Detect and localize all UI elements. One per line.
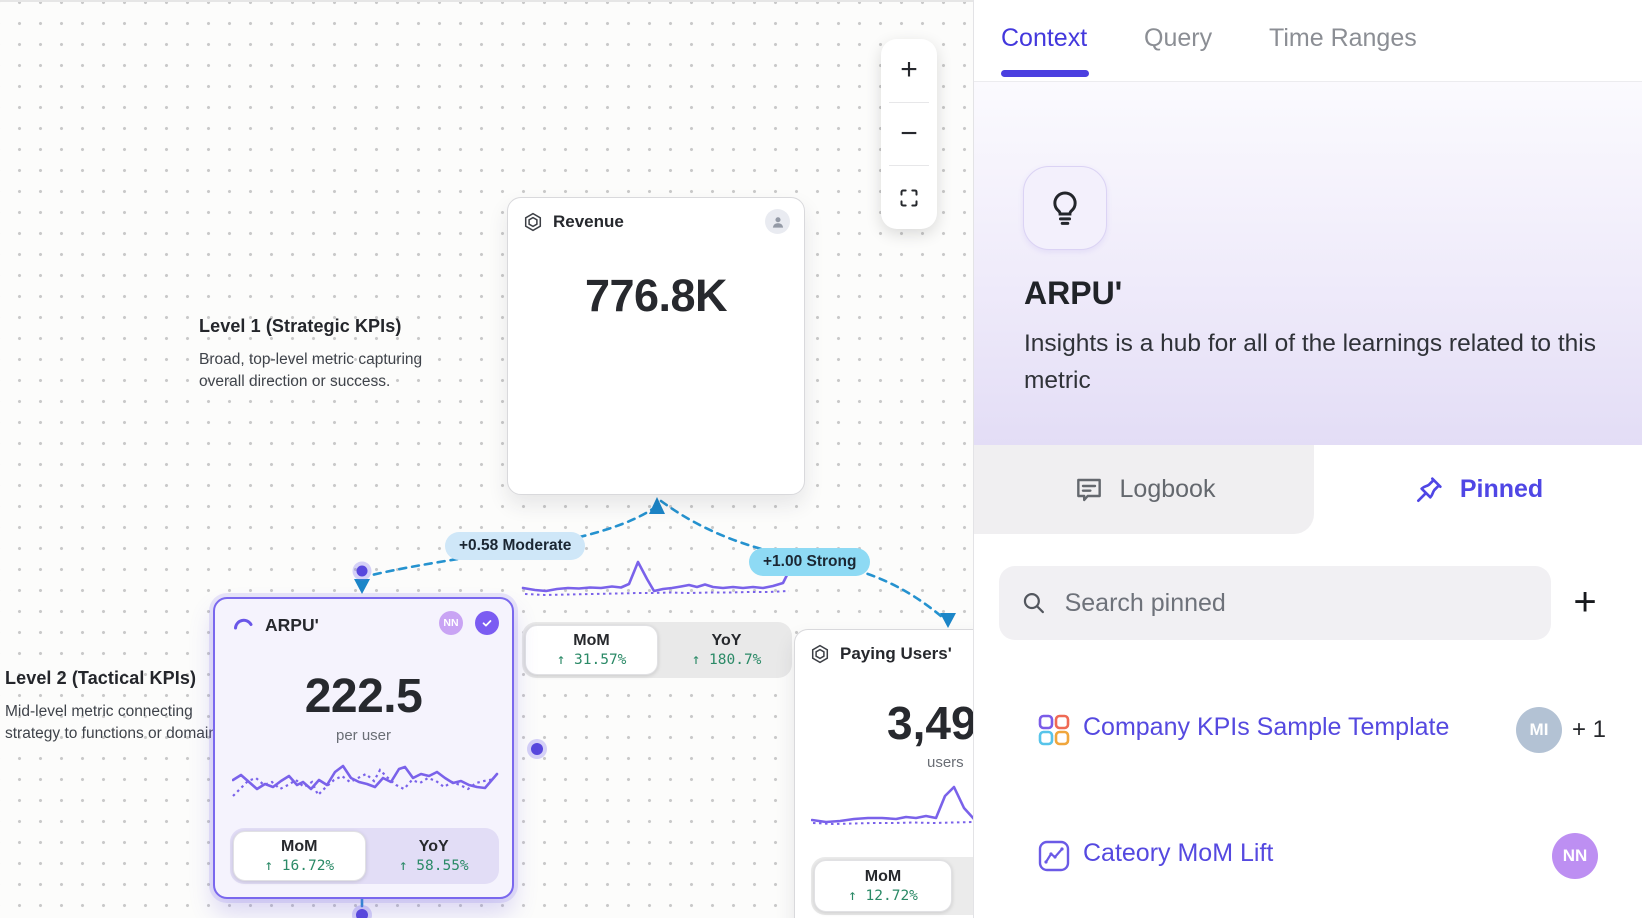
panel-tab-bar: Context Query Time Ranges: [974, 0, 1642, 82]
template-squares-icon: [1037, 713, 1071, 752]
arpu-card-badges: NN: [439, 611, 499, 635]
metric-tree-canvas[interactable]: Level 1 (Strategic KPIs) Broad, top-leve…: [0, 0, 973, 918]
level-1-annotation: Level 1 (Strategic KPIs) Broad, top-leve…: [199, 316, 449, 393]
arpu-value: 222.5: [304, 670, 423, 723]
level-2-annotation: Level 2 (Tactical KPIs) Mid-level metric…: [5, 668, 237, 745]
fullscreen-icon: [900, 189, 918, 207]
arpu-card-title: ARPU': [265, 614, 319, 635]
edge-label-moderate[interactable]: +0.58 Moderate: [445, 532, 586, 560]
subtab-logbook[interactable]: Logbook: [974, 445, 1314, 534]
tab-context[interactable]: Context: [1001, 24, 1088, 52]
revenue-value: 776.8K: [584, 270, 728, 321]
paying-tab-yoy[interactable]: [955, 857, 973, 915]
paying-card-title: Paying Users': [840, 644, 952, 663]
paying-mom-label: MoM: [864, 868, 902, 885]
active-tab-underline: [1001, 70, 1089, 77]
arpu-tab-yoy[interactable]: YoY ↑ 58.55%: [369, 828, 500, 884]
arpu-mom-label: MoM: [281, 838, 318, 855]
logbook-label: Logbook: [1119, 475, 1216, 503]
arpu-period-tabs: MoM ↑ 16.72% YoY ↑ 58.55%: [230, 828, 499, 884]
tab-query[interactable]: Query: [1144, 24, 1213, 52]
hexagon-metric-icon: [524, 212, 542, 232]
revenue-mom-label: MoM: [573, 632, 610, 649]
pinned-item-label[interactable]: Cateory MoM Lift: [1083, 839, 1274, 867]
pinned-item-label[interactable]: Company KPIs Sample Template: [1083, 713, 1450, 741]
arpu-mom-value: ↑ 16.72%: [264, 858, 335, 874]
logbook-pinned-switcher: Logbook Pinned: [974, 445, 1642, 534]
edge-label-moderate-text: +0.58 Moderate: [459, 537, 572, 554]
person-icon: [772, 216, 783, 228]
arc-metric-icon: [234, 618, 253, 630]
fit-view-button[interactable]: [881, 166, 937, 229]
metric-card-paying-users[interactable]: Paying Users' 3,49 users MoM ↑ 12.72%: [794, 629, 973, 918]
level-2-title: Level 2 (Tactical KPIs): [5, 668, 197, 688]
lightbulb-icon: [1053, 191, 1077, 225]
divider: [889, 165, 929, 167]
arrowhead-into-revenue: [649, 497, 665, 514]
arrowhead-into-paying-users: [940, 613, 956, 628]
revenue-card-title: Revenue: [553, 212, 624, 231]
paying-unit: users: [927, 754, 964, 771]
revenue-tab-yoy[interactable]: YoY ↑ 180.7%: [661, 622, 792, 678]
arpu-yoy-label: YoY: [418, 838, 449, 855]
level-1-title: Level 1 (Strategic KPIs): [199, 316, 402, 336]
paying-period-tabs: MoM ↑ 12.72%: [811, 857, 973, 915]
pinned-label: Pinned: [1459, 475, 1544, 503]
paying-card-header: Paying Users': [810, 641, 973, 667]
paying-mom-value: ↑ 12.72%: [848, 888, 918, 904]
revenue-tab-mom[interactable]: MoM ↑ 31.57%: [525, 625, 658, 675]
avatar-nn[interactable]: NN: [1552, 833, 1598, 879]
revenue-mom-value: ↑ 31.57%: [556, 652, 627, 668]
zoom-out-glyph: −: [900, 117, 918, 150]
zoom-out-button[interactable]: −: [881, 103, 937, 166]
metric-context-section: ARPU' Insights is a hub for all of the l…: [974, 82, 1642, 445]
paying-value: 3,49: [887, 697, 973, 749]
arrowhead-into-arpu: [354, 579, 370, 594]
metric-card-arpu[interactable]: ARPU' NN 222.5 per user MoM ↑ 16.72%: [213, 597, 514, 899]
insights-tile: [1023, 166, 1107, 250]
canvas-zoom-toolbar: + −: [881, 39, 937, 229]
zoom-in-button[interactable]: +: [881, 39, 937, 102]
search-icon: [1023, 593, 1044, 614]
context-side-panel: Context Query Time Ranges ARPU' Insights…: [973, 0, 1642, 918]
panel-metric-description: Insights is a hub for all of the learnin…: [1024, 330, 1596, 394]
subtab-pinned[interactable]: Pinned: [1314, 445, 1642, 534]
logbook-icon: [1076, 478, 1101, 501]
panel-metric-name: ARPU': [1024, 275, 1123, 311]
avatar-mi[interactable]: MI: [1516, 707, 1562, 753]
arpu-sparkline: [232, 764, 499, 797]
search-pinned-box[interactable]: [999, 566, 1551, 640]
arpu-yoy-value: ↑ 58.55%: [398, 858, 469, 874]
pinned-item-company-kpis[interactable]: Company KPIs Sample Template MI + 1: [974, 698, 1642, 762]
arpu-card-header: ARPU': [231, 612, 498, 638]
arpu-unit: per user: [335, 727, 392, 744]
revenue-yoy-value: ↑ 180.7%: [691, 652, 762, 668]
divider: [889, 101, 929, 103]
verified-badge-icon[interactable]: [475, 611, 499, 635]
edge-label-strong[interactable]: +1.00 Strong: [749, 548, 871, 576]
pin-icon: [1416, 476, 1442, 502]
revenue-yoy-label: YoY: [711, 632, 742, 649]
revenue-owner-avatar[interactable]: [765, 209, 790, 234]
paying-tab-mom[interactable]: MoM ↑ 12.72%: [814, 860, 952, 912]
metric-card-revenue[interactable]: Revenue 776.8K MoM ↑ 31.57%: [507, 197, 805, 678]
search-pinned-input[interactable]: [1064, 588, 1529, 618]
extra-collaborators-count: + 1: [1572, 716, 1607, 743]
arpu-tab-mom[interactable]: MoM ↑ 16.72%: [233, 831, 366, 881]
revenue-period-tabs: MoM ↑ 31.57% YoY ↑ 180.7%: [522, 622, 792, 678]
zoom-in-glyph: +: [900, 53, 918, 87]
tab-time-ranges[interactable]: Time Ranges: [1269, 24, 1417, 52]
pinned-item-cateory-mom-lift[interactable]: Cateory MoM Lift NN: [974, 824, 1642, 888]
paying-sparkline: [811, 785, 973, 826]
pinned-search-row: +: [974, 566, 1642, 640]
edge-label-strong-text: +1.00 Strong: [763, 553, 857, 570]
revenue-card-header: Revenue: [523, 209, 790, 235]
add-pinned-button[interactable]: +: [1573, 579, 1597, 624]
arpu-owner-avatar[interactable]: NN: [439, 611, 463, 635]
hexagon-metric-icon: [811, 644, 829, 664]
level-1-description: Broad, top-level metric capturing overal…: [199, 351, 423, 390]
chart-icon: [1037, 839, 1071, 878]
level-2-description: Mid-level metric connecting strategy to …: [5, 703, 230, 742]
